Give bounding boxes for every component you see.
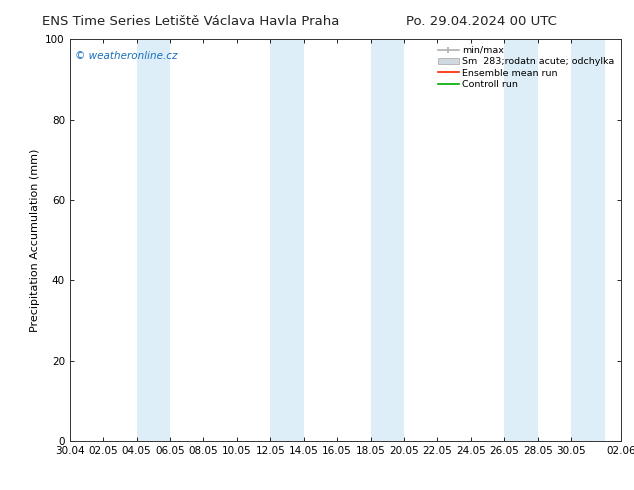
Text: © weatheronline.cz: © weatheronline.cz bbox=[75, 51, 178, 61]
Y-axis label: Precipitation Accumulation (mm): Precipitation Accumulation (mm) bbox=[30, 148, 40, 332]
Bar bbox=[504, 39, 538, 441]
Bar bbox=[270, 39, 304, 441]
Bar bbox=[136, 39, 170, 441]
Text: ENS Time Series Letiště Václava Havla Praha: ENS Time Series Letiště Václava Havla Pr… bbox=[41, 15, 339, 28]
Text: Po. 29.04.2024 00 UTC: Po. 29.04.2024 00 UTC bbox=[406, 15, 557, 28]
Bar bbox=[571, 39, 605, 441]
Legend: min/max, Sm  283;rodatn acute; odchylka, Ensemble mean run, Controll run: min/max, Sm 283;rodatn acute; odchylka, … bbox=[436, 44, 617, 91]
Bar bbox=[371, 39, 404, 441]
